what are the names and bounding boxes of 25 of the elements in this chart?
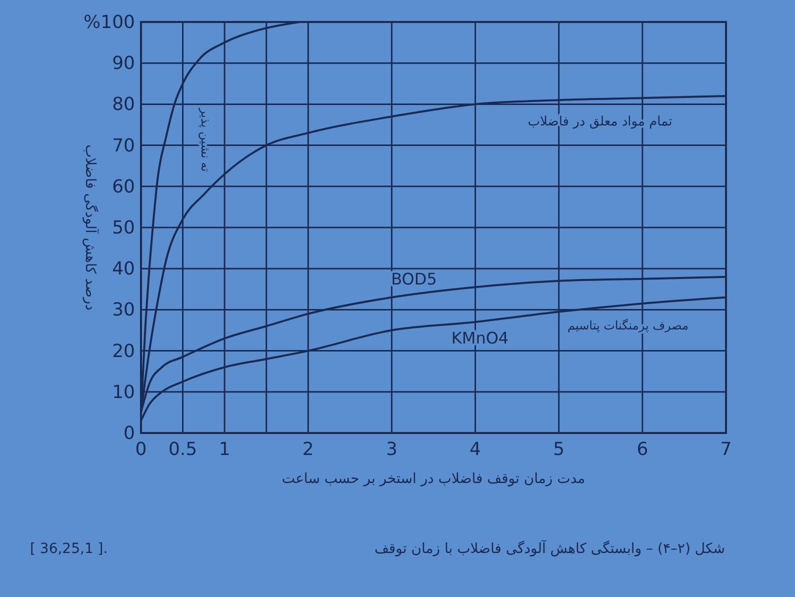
y-tick-label: %100 [84,12,135,33]
text: شکل (۲–۴) – وابستگی کاهش آلودگی فاضلاب با زمان توقف [374,539,725,557]
x-tick-label: 0.5 [168,439,198,460]
y-axis-title: درصد کاهش آلودگی فاضلاب [82,144,100,311]
y-tick-label: 40 [112,258,135,280]
text: [ 36,25,1 ]. [30,541,108,557]
x-tick-label: 6 [636,439,648,460]
x-tick-label: 4 [470,439,482,460]
y-tick-label: 50 [112,218,135,238]
y-tick-label: 70 [112,135,135,156]
x-tick-label: 2 [302,439,314,460]
y-tick-label: 10 [112,382,135,403]
y-tick-label: 60 [112,176,135,198]
x-tick-label: 3 [386,439,398,460]
x-tick-label: 5 [553,439,565,460]
annotation: BOD5 [391,269,437,288]
x-axis-title: مدت زمان توقف فاضلاب در استخر بر حسب ساعت [282,471,586,487]
y-tick-label: 20 [112,340,135,362]
x-tick-label: 1 [218,439,230,460]
y-tick-label: 0 [124,423,135,444]
annotation: ته نشین پذیر [198,107,213,172]
y-tick-label: 90 [112,53,135,74]
y-tick-label: 30 [112,300,135,321]
y-tick-label: 80 [112,94,135,116]
x-tick-label: 7 [720,439,732,460]
